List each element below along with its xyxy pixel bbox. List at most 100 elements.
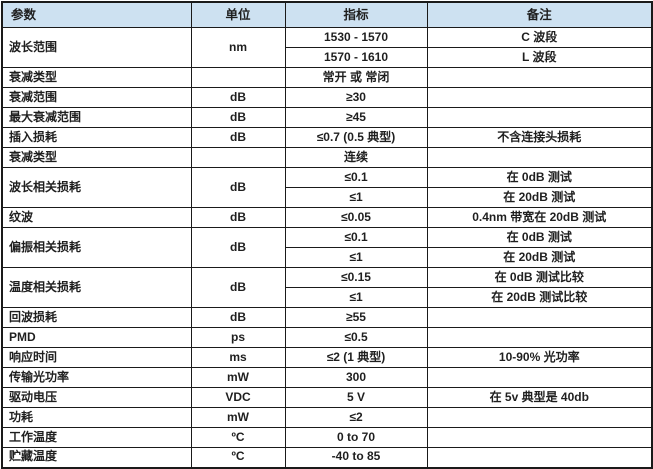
note-cell: C 波段 <box>426 27 653 48</box>
note-cell <box>426 427 653 448</box>
note-cell: 不含连接头损耗 <box>426 127 653 148</box>
unit-cell: VDC <box>190 387 286 408</box>
param-cell: 插入损耗 <box>1 127 192 148</box>
spec-cell: 0 to 70 <box>284 427 428 448</box>
note-cell: 在 20dB 测试比较 <box>426 287 653 308</box>
table-row: 功耗 mW ≤2 <box>1 407 653 428</box>
spec-cell: ≤1 <box>284 247 428 268</box>
note-cell <box>426 367 653 388</box>
note-cell: 10-90% 光功率 <box>426 347 653 368</box>
table-row: 衰减范围 dB ≥30 <box>1 87 653 108</box>
unit-cell: ps <box>190 327 286 348</box>
spec-cell: 常开 或 常闭 <box>284 67 428 88</box>
table-row: 响应时间 ms ≤2 (1 典型) 10-90% 光功率 <box>1 347 653 368</box>
spec-cell: ≤0.5 <box>284 327 428 348</box>
header-note: 备注 <box>426 1 653 28</box>
note-cell: L 波段 <box>426 47 653 68</box>
note-cell: 在 0dB 测试比较 <box>426 267 653 288</box>
param-cell: 驱动电压 <box>1 387 192 408</box>
spec-cell: ≤1 <box>284 187 428 208</box>
spec-cell: ≤2 (1 典型) <box>284 347 428 368</box>
table-row: 回波损耗 dB ≥55 <box>1 307 653 328</box>
spec-cell: ≤0.7 (0.5 典型) <box>284 127 428 148</box>
note-cell <box>426 67 653 88</box>
param-cell: 贮藏温度 <box>1 447 192 468</box>
unit-cell: dB <box>190 207 286 228</box>
note-cell: 在 0dB 测试 <box>426 167 653 188</box>
header-spec: 指标 <box>284 1 428 28</box>
param-cell: 纹波 <box>1 207 192 228</box>
unit-cell: dB <box>190 227 286 268</box>
table-row: 纹波 dB ≤0.05 0.4nm 带宽在 20dB 测试 <box>1 207 653 228</box>
table-row: 贮藏温度 ºC -40 to 85 <box>1 447 653 468</box>
table-row: PMD ps ≤0.5 <box>1 327 653 348</box>
spec-cell: ≤0.1 <box>284 227 428 248</box>
param-cell: 衰减范围 <box>1 87 192 108</box>
note-cell <box>426 87 653 108</box>
table-row: 传输光功率 mW 300 <box>1 367 653 388</box>
note-cell <box>426 307 653 328</box>
spec-cell: ≤0.15 <box>284 267 428 288</box>
spec-cell: 1570 - 1610 <box>284 47 428 68</box>
unit-cell: dB <box>190 267 286 308</box>
header-param: 参数 <box>1 1 192 28</box>
param-cell: PMD <box>1 327 192 348</box>
param-cell: 工作温度 <box>1 427 192 448</box>
header-unit: 单位 <box>190 1 286 28</box>
note-cell <box>426 447 653 468</box>
table-row: 偏振相关损耗 dB ≤0.1 在 0dB 测试 <box>1 227 653 268</box>
unit-cell: ºC <box>190 427 286 448</box>
unit-cell: mW <box>190 367 286 388</box>
unit-cell: mW <box>190 407 286 428</box>
note-cell: 在 0dB 测试 <box>426 227 653 248</box>
param-cell: 温度相关损耗 <box>1 267 192 308</box>
note-cell <box>426 327 653 348</box>
spec-cell: ≤2 <box>284 407 428 428</box>
spec-cell: 300 <box>284 367 428 388</box>
spec-table-body: 波长范围 nm 1530 - 1570 C 波段 1570 - 1610 L 波段 衰减类型… <box>1 27 653 468</box>
param-cell: 传输光功率 <box>1 367 192 388</box>
note-cell: 在 20dB 测试 <box>426 247 653 268</box>
unit-cell: dB <box>190 167 286 208</box>
unit-cell: dB <box>190 127 286 148</box>
table-row: 波长相关损耗 dB ≤0.1 在 0dB 测试 <box>1 167 653 208</box>
unit-cell: ºC <box>190 447 286 468</box>
spec-cell: ≥55 <box>284 307 428 328</box>
unit-cell: dB <box>190 307 286 328</box>
table-row: 插入损耗 dB ≤0.7 (0.5 典型) 不含连接头损耗 <box>1 127 653 148</box>
param-cell: 波长相关损耗 <box>1 167 192 208</box>
param-cell: 偏振相关损耗 <box>1 227 192 268</box>
note-cell: 0.4nm 带宽在 20dB 测试 <box>426 207 653 228</box>
spec-cell: ≥30 <box>284 87 428 108</box>
note-cell: 在 20dB 测试 <box>426 187 653 208</box>
param-cell: 回波损耗 <box>1 307 192 328</box>
spec-cell: ≤0.1 <box>284 167 428 188</box>
param-cell: 衰减类型 <box>1 67 192 88</box>
unit-cell: ms <box>190 347 286 368</box>
table-row: 温度相关损耗 dB ≤0.15 在 0dB 测试比较 <box>1 267 653 308</box>
spec-cell: -40 to 85 <box>284 447 428 468</box>
table-row: 波长范围 nm 1530 - 1570 C 波段 <box>1 27 653 68</box>
unit-cell <box>190 67 286 88</box>
spec-cell: ≤0.05 <box>284 207 428 228</box>
note-cell <box>426 147 653 168</box>
spec-cell: ≤1 <box>284 287 428 308</box>
param-cell: 功耗 <box>1 407 192 428</box>
unit-cell: nm <box>190 27 286 68</box>
note-cell <box>426 107 653 128</box>
spec-cell: 5 V <box>284 387 428 408</box>
header-row: 参数 单位 指标 备注 <box>1 1 653 28</box>
unit-cell: dB <box>190 107 286 128</box>
table-row: 最大衰减范围 dB ≥45 <box>1 107 653 128</box>
table-row: 衰减类型 常开 或 常闭 <box>1 67 653 88</box>
note-cell: 在 5v 典型是 40db <box>426 387 653 408</box>
spec-cell: 连续 <box>284 147 428 168</box>
unit-cell <box>190 147 286 168</box>
table-row: 工作温度 ºC 0 to 70 <box>1 427 653 448</box>
table-header: 参数 单位 指标 备注 <box>1 1 653 28</box>
param-cell: 响应时间 <box>1 347 192 368</box>
spec-cell: 1530 - 1570 <box>284 27 428 48</box>
